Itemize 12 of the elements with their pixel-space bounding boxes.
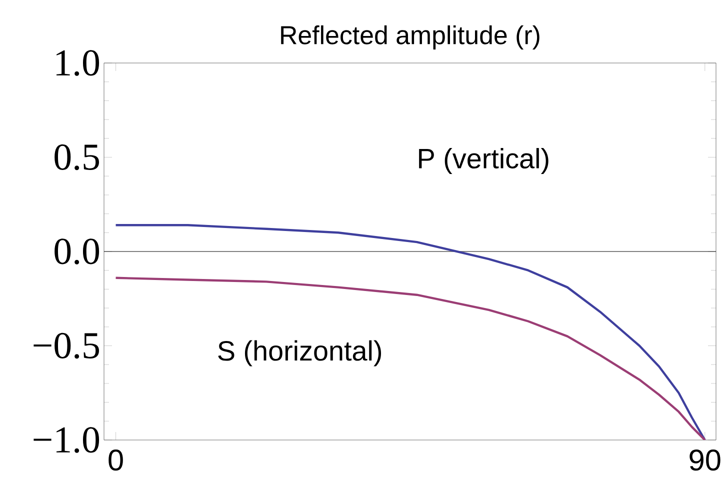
x-tick-label: 0 bbox=[108, 450, 123, 471]
series-label: S (horizontal) bbox=[218, 340, 382, 366]
line-series bbox=[114, 224, 706, 440]
text: P (vertical) bbox=[419, 148, 548, 174]
chart-title: Reflected amplitude (r) bbox=[281, 25, 540, 50]
y-tick-label: 1.0 bbox=[56, 50, 100, 76]
y-tick-label: −0.5 bbox=[34, 332, 100, 359]
line-series bbox=[114, 276, 706, 440]
x-tick-label: 90 bbox=[690, 450, 720, 471]
y-tick-label: 0.5 bbox=[54, 144, 100, 170]
y-tick-label: 0.0 bbox=[54, 238, 100, 264]
y-tick-label: −1.0 bbox=[34, 427, 100, 453]
